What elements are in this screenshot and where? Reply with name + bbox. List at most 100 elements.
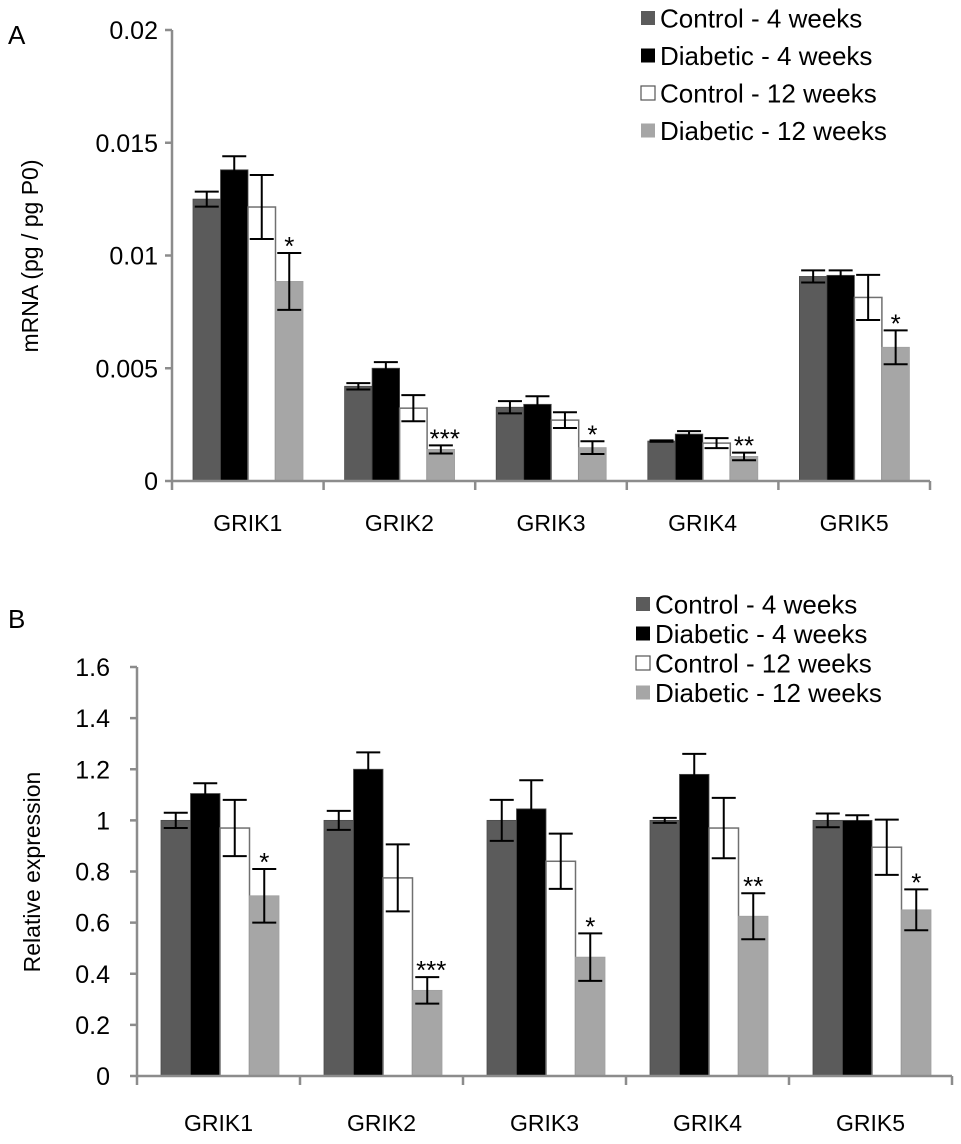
error-bar [252, 867, 277, 924]
panel-a: A mRNA (pg / pg P0) 0 0.005 0.01 0.015 0.02 G… [8, 3, 932, 536]
error-bar [677, 430, 702, 439]
bar [708, 827, 740, 1077]
bar [323, 819, 354, 1077]
plot-area-a: 0 0.005 0.01 0.015 0.02 GRIK1 GRIK2 GRIK3 GRIK4 G… [95, 17, 932, 536]
legend-item: Diabetic - 4 weeks [636, 619, 867, 649]
y-tick-label: 0.8 [75, 859, 110, 887]
bar [674, 433, 704, 482]
legend-item: Diabetic - 4 weeks [641, 41, 872, 71]
legend-item: Control - 4 weeks [641, 3, 862, 33]
bar [679, 773, 710, 1077]
bar [275, 281, 304, 482]
y-axis-label-a: mRNA (pg / pg P0) [17, 159, 43, 352]
error-bar [415, 976, 440, 1005]
y-tick-label: 0.01 [109, 243, 158, 271]
bar [523, 403, 552, 482]
error-bar [519, 779, 544, 839]
legend-swatch [640, 85, 656, 101]
x-tick-label: GRIK2 [347, 1110, 416, 1136]
y-tick-label: 0.2 [75, 1012, 110, 1040]
legend-item: Diabetic - 12 weeks [641, 116, 887, 146]
error-bar [385, 843, 410, 913]
panel-label-a: A [8, 20, 26, 50]
legend-label: Diabetic - 4 weeks [660, 41, 872, 71]
bar [516, 808, 547, 1077]
error-bar [326, 809, 351, 831]
bar [812, 819, 843, 1077]
bar [192, 198, 221, 482]
legend-swatch [636, 685, 650, 700]
error-bar [373, 361, 398, 376]
x-tick-label: GRIK5 [836, 1110, 905, 1136]
error-bar [741, 892, 766, 941]
x-tick-label: GRIK5 [820, 510, 889, 536]
bar [160, 819, 191, 1077]
bar [219, 827, 251, 1077]
bar [901, 909, 932, 1077]
error-bar [682, 752, 707, 796]
error-bar [163, 811, 188, 830]
legend-a: Control - 4 weeks Diabetic - 4 weeks Contr… [640, 3, 887, 146]
x-tick-label: GRIK3 [516, 510, 585, 536]
significance-marker: *** [416, 955, 446, 985]
legend-item: Control - 12 weeks [635, 648, 872, 678]
significance-marker: * [585, 911, 595, 941]
legend-label: Diabetic - 12 weeks [660, 116, 887, 146]
significance-marker: ** [743, 871, 763, 901]
error-bar [704, 437, 729, 450]
error-bar [580, 440, 605, 455]
y-axis-label-b: Relative expression [19, 772, 45, 973]
error-bar [249, 173, 274, 241]
bar [853, 296, 883, 482]
significance-marker: *** [430, 423, 460, 453]
error-bar [489, 798, 514, 842]
error-bar [346, 382, 371, 391]
bar [190, 793, 221, 1077]
error-bar [548, 832, 573, 890]
error-bar [732, 451, 757, 462]
legend-label: Control - 12 weeks [660, 78, 877, 108]
plot-area-b: 0 0.2 0.4 0.6 0.8 1 1.2 1.4 1.6 GRIK1 GRIK2 GRIK3 GR… [75, 654, 954, 1136]
bar [353, 768, 384, 1077]
panel-b: B Relative expression 0 0.2 0.4 0.6 0.8 1 1.2 1… [8, 589, 954, 1136]
bar [799, 276, 828, 482]
error-bar [401, 394, 426, 423]
bar [220, 169, 249, 482]
bar [495, 406, 525, 482]
significance-marker: * [587, 419, 597, 449]
legend-swatch [636, 626, 650, 641]
legend-item: Diabetic - 12 weeks [636, 678, 882, 708]
error-bar [874, 818, 899, 876]
error-bar [552, 411, 577, 430]
error-bar [578, 932, 603, 982]
x-tick-label: GRIK1 [213, 510, 282, 536]
error-bar [845, 814, 870, 827]
bar [649, 819, 680, 1077]
legend-item: Control - 4 weeks [636, 589, 857, 619]
error-bar [649, 439, 674, 443]
legend-swatch [636, 597, 650, 611]
legend-item: Control - 12 weeks [640, 78, 877, 108]
error-bar [652, 816, 677, 824]
bar [249, 895, 280, 1077]
x-tick-label: GRIK1 [184, 1110, 253, 1136]
bar [826, 274, 855, 482]
y-tick-label: 1.2 [75, 756, 110, 784]
legend-swatch [641, 48, 655, 63]
error-bar [277, 252, 302, 311]
bar [871, 846, 903, 1077]
error-bar [801, 269, 826, 284]
bar [486, 819, 517, 1077]
error-bar [883, 329, 908, 366]
y-tick-label: 0 [144, 468, 158, 496]
y-tick-label: 0.015 [95, 130, 158, 158]
error-bar [525, 395, 550, 414]
legend-label: Control - 4 weeks [660, 3, 862, 33]
legend-swatch [641, 11, 655, 25]
error-bar [711, 796, 736, 860]
significance-marker: * [284, 231, 294, 261]
error-bar [194, 190, 219, 208]
significance-marker: * [911, 867, 921, 897]
